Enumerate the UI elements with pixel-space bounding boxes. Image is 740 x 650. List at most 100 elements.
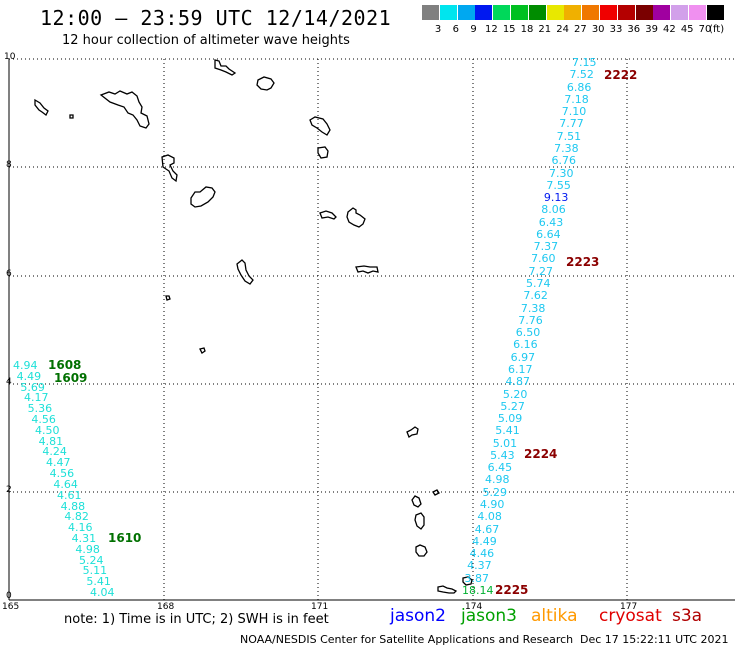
wave-height-value: 7.37 xyxy=(533,240,559,254)
wave-height-value: 3.87 xyxy=(464,571,490,585)
wave-height-value: 7.10 xyxy=(561,105,587,119)
y-tick: 0 xyxy=(6,591,12,601)
island-outline xyxy=(346,207,366,228)
wave-height-value: 5.01 xyxy=(492,436,518,450)
wave-height-value: 7.27 xyxy=(528,264,554,278)
island-outline xyxy=(415,544,428,557)
wave-height-value: 7.51 xyxy=(556,129,582,143)
wave-height-value: 18.14 xyxy=(462,584,494,597)
legend-swatch xyxy=(582,5,600,20)
wave-height-value: 4.37 xyxy=(467,559,492,573)
wave-height-value: 5.24 xyxy=(79,553,104,567)
legend-swatch xyxy=(422,5,439,20)
wave-height-value: 4.61 xyxy=(57,488,82,502)
map-frame xyxy=(8,59,735,601)
wave-height-value: 5.27 xyxy=(500,399,525,413)
wave-height-value: 4.31 xyxy=(71,531,97,545)
satellite-label-s3a: s3a xyxy=(672,606,703,626)
legend-label: 24 xyxy=(556,24,569,35)
island-outline xyxy=(414,512,425,530)
legend-swatch xyxy=(653,5,671,20)
wave-height-value: 4.47 xyxy=(46,456,71,470)
legend-swatch xyxy=(546,5,564,20)
legend-label: 9 xyxy=(470,24,477,35)
x-tick: 168 xyxy=(157,602,175,612)
wave-height-value: 5.41 xyxy=(86,575,111,589)
wave-height-value: 7.76 xyxy=(518,313,543,327)
wave-height-value: 4.49 xyxy=(472,534,497,548)
y-tick: 4 xyxy=(6,377,12,387)
wave-height-value: 7.15 xyxy=(572,56,597,69)
legend-label: 12 xyxy=(485,24,498,35)
island-outline xyxy=(406,426,419,438)
island-outline xyxy=(256,76,275,91)
island-outline xyxy=(69,114,74,119)
island-outline xyxy=(99,90,150,129)
x-tick: 174 xyxy=(465,602,483,612)
wave-height-value: 4.82 xyxy=(64,510,89,524)
legend-swatch xyxy=(457,5,475,20)
island-outline xyxy=(236,259,254,285)
wave-height-value: 4.88 xyxy=(60,499,86,513)
wave-height-value: 5.11 xyxy=(82,564,108,578)
pass-label-cryosat: 2224 xyxy=(524,447,558,461)
y-tick: 2 xyxy=(6,485,12,495)
legend-label: 36 xyxy=(627,24,641,35)
x-tick: 177 xyxy=(620,602,638,612)
legend-unit: (ft) xyxy=(709,24,725,35)
legend-label: 27 xyxy=(574,24,587,35)
legend-swatch xyxy=(689,5,706,20)
wave-height-value: 4.98 xyxy=(485,473,510,487)
satellite-label-cryosat: cryosat xyxy=(599,606,662,626)
island-outline xyxy=(309,116,331,136)
wave-height-value: 6.97 xyxy=(510,350,536,364)
wave-height-value: 6.50 xyxy=(515,326,541,340)
wave-height-value: 6.86 xyxy=(566,80,592,94)
legend-label: 15 xyxy=(502,24,516,35)
wave-height-value: 6.43 xyxy=(538,215,564,229)
island-outline xyxy=(214,59,237,76)
wave-height-value: 7.38 xyxy=(554,141,579,155)
island-outline xyxy=(432,489,440,496)
wave-height-value: 7.38 xyxy=(520,301,546,315)
wave-height-value: 5.43 xyxy=(490,448,515,462)
pass-label-cryosat: 2223 xyxy=(566,255,600,269)
satellite-label-jason2: jason2 xyxy=(390,606,446,626)
legend-swatch xyxy=(528,5,546,20)
island-outline xyxy=(190,186,216,208)
legend-swatch xyxy=(475,5,493,20)
generated-timestamp: Dec 17 15:22:11 UTC 2021 xyxy=(580,633,729,646)
wave-height-value: 7.30 xyxy=(548,166,574,180)
legend-label: 42 xyxy=(663,24,676,35)
legend-label: 39 xyxy=(645,24,658,35)
credit-line: NOAA/NESDIS Center for Satellite Applica… xyxy=(240,633,574,646)
satellite-label-altika: altika xyxy=(531,606,578,626)
y-tick: 10 xyxy=(4,52,16,62)
wave-height-value: 4.67 xyxy=(474,522,500,536)
wave-height-value: 4.64 xyxy=(53,477,78,491)
wave-height-value: 4.81 xyxy=(38,434,64,448)
island-outline xyxy=(437,585,458,594)
wave-height-value: 5.09 xyxy=(497,412,523,426)
island-outline xyxy=(165,295,171,301)
wave-height-value: 4.94 xyxy=(13,359,38,372)
legend-label: 21 xyxy=(538,24,552,35)
y-tick: 8 xyxy=(6,160,12,170)
legend-swatch xyxy=(671,5,689,20)
satellite-label-jason3: jason3 xyxy=(461,606,517,626)
wave-height-value: 7.55 xyxy=(546,178,571,192)
wave-height-value: 5.41 xyxy=(495,424,520,438)
wave-height-value: 5.36 xyxy=(27,402,53,416)
wave-height-value: 9.13 xyxy=(543,191,569,205)
wave-height-value: 4.90 xyxy=(479,498,505,512)
y-tick: 6 xyxy=(6,269,12,279)
wave-height-value: 4.50 xyxy=(35,423,60,437)
wave-height-value: 6.76 xyxy=(551,154,577,168)
island-outline xyxy=(34,98,49,116)
wave-height-value: 4.49 xyxy=(16,369,42,383)
island-outline xyxy=(161,154,178,183)
pass-label-cryosat: 2225 xyxy=(495,583,529,597)
wave-height-value: 7.52 xyxy=(569,68,594,82)
wave-height-value: 4.56 xyxy=(31,413,56,427)
legend-swatch xyxy=(493,5,511,20)
